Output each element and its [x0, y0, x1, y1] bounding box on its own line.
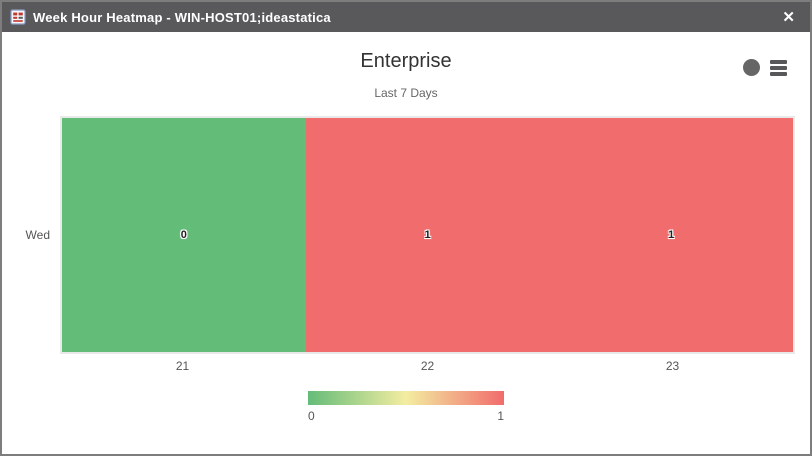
heatmap-cell-value: 1	[424, 229, 431, 241]
close-icon[interactable]: ✕	[782, 8, 795, 26]
heatmap-cell[interactable]: 1	[305, 118, 550, 352]
window-titlebar[interactable]: Week Hour Heatmap - WIN-HOST01;ideastati…	[2, 2, 810, 32]
legend-min-label: 0	[308, 409, 315, 423]
heatmap-cell-value: 0	[180, 229, 187, 241]
x-axis-label: 23	[665, 359, 680, 373]
series-dot-icon[interactable]	[743, 59, 760, 77]
legend-labels: 0 1	[308, 409, 504, 423]
heatmap-cells: 0 1 1	[62, 118, 794, 352]
hamburger-menu-icon[interactable]	[769, 59, 788, 77]
color-axis-legend: 0 1	[308, 391, 504, 423]
heatmap-cell[interactable]: 1	[549, 118, 794, 352]
x-axis-label: 22	[420, 359, 435, 373]
y-axis-labels: Wed	[2, 116, 50, 354]
heatmap-cell[interactable]: 0	[62, 118, 306, 352]
legend-max-label: 1	[497, 409, 504, 423]
window-title: Week Hour Heatmap - WIN-HOST01;ideastati…	[33, 9, 331, 25]
chart-toolbar	[743, 59, 788, 77]
x-axis-labels: 21 22 23	[60, 359, 795, 373]
x-axis-label: 21	[175, 359, 190, 373]
report-grid-icon	[10, 9, 26, 25]
chart-title: Enterprise	[360, 50, 452, 72]
chart-subtitle: Last 7 Days	[374, 86, 438, 100]
y-axis-label: Wed	[25, 228, 50, 242]
legend-gradient-bar[interactable]	[308, 391, 504, 405]
heatmap-plot: 0 1 1	[60, 116, 795, 354]
heatmap-cell-value: 1	[668, 229, 675, 241]
